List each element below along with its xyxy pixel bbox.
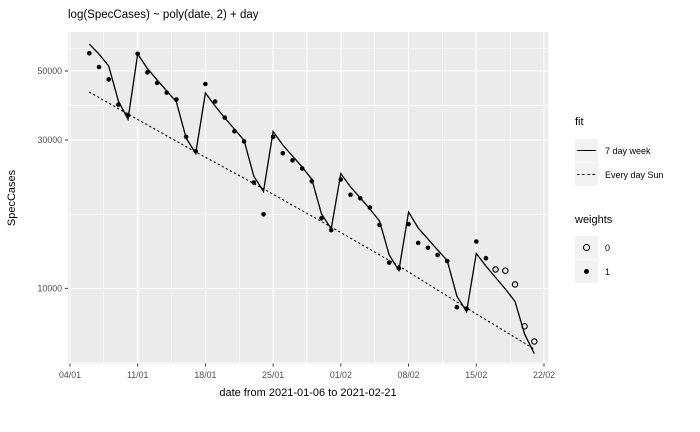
data-point-weight-1 [454, 304, 460, 310]
data-point-weight-1 [203, 81, 208, 87]
x-tick-label: 22/02 [533, 370, 555, 380]
data-point-weight-1 [425, 245, 431, 251]
data-point-weight-1 [145, 70, 150, 75]
axis-ticks [65, 70, 545, 367]
data-point-weight-1 [435, 252, 440, 258]
x-tick-label: 08/02 [398, 370, 420, 380]
data-point-weight-1 [106, 77, 111, 82]
data-point-weight-1 [444, 258, 450, 264]
data-point-weight-1 [251, 180, 257, 185]
data-point-weight-1 [280, 150, 286, 156]
dotted-line-icon [577, 173, 596, 176]
data-point-weight-0 [502, 267, 509, 274]
legend-key [575, 163, 598, 186]
data-point-weight-1 [212, 99, 218, 104]
data-point-weight-1 [261, 212, 266, 217]
legend-label: 0 [605, 242, 611, 253]
data-point-weight-1 [338, 177, 344, 182]
data-point-weight-1 [328, 227, 334, 233]
data-point-weight-1 [135, 51, 140, 57]
axis-tick-labels: 04/01 11/01 18/01 25/01 01/02 08/02 15/02 22/02… [38, 66, 556, 380]
data-point-weight-1 [290, 158, 295, 163]
solid-line-icon [577, 149, 596, 152]
data-point-weight-1 [415, 240, 421, 246]
data-point-weight-0 [531, 338, 538, 345]
legend-label: 1 [605, 266, 611, 277]
data-point-weight-1 [483, 255, 489, 261]
open-circle-icon [583, 244, 590, 251]
legend-item-7-day-week: 7 day week [575, 139, 664, 162]
data-point-weight-1 [96, 64, 102, 70]
y-tick-label: 30000 [38, 135, 63, 145]
data-point-weight-1 [164, 90, 169, 95]
legend-weights: weights 0 1 [575, 214, 612, 283]
legend-item-every-day-sun: Every day Sun [575, 163, 664, 186]
legend-key [575, 139, 598, 162]
data-point-weight-1 [386, 260, 392, 265]
legend-key [575, 236, 598, 259]
data-point-weight-1 [319, 216, 324, 221]
data-point-weight-1 [348, 192, 353, 198]
data-point-weight-0 [511, 281, 519, 288]
legend-fit-title: fit [575, 116, 584, 128]
x-tick-label: 18/01 [194, 370, 216, 380]
legend-weights-title: weights [575, 214, 613, 226]
data-point-weight-0 [492, 266, 499, 273]
legend-fit: fit 7 day week Every day Sun [575, 116, 664, 186]
data-points [87, 51, 538, 345]
data-point-weight-1 [193, 149, 198, 154]
data-point-weight-1 [406, 221, 411, 227]
data-point-weight-1 [116, 102, 121, 107]
data-point-weight-0 [521, 323, 528, 330]
data-point-weight-1 [232, 129, 237, 134]
data-point-weight-1 [309, 179, 315, 184]
x-tick-label: 04/01 [59, 370, 81, 380]
data-point-weight-1 [154, 80, 160, 86]
data-point-weight-1 [464, 306, 469, 312]
major-gridlines [68, 32, 548, 364]
data-point-weight-1 [396, 266, 402, 271]
data-point-weight-1 [299, 166, 305, 171]
x-axis-title: date from 2021-01-06 to 2021-02-21 [219, 387, 396, 399]
data-point-weight-1 [377, 222, 382, 228]
data-point-weight-1 [183, 134, 189, 140]
data-point-weight-1 [125, 112, 131, 118]
data-point-weight-1 [367, 205, 373, 210]
x-tick-label: 15/02 [465, 370, 487, 380]
legend-item-weight-1: 1 [575, 260, 612, 283]
data-point-weight-1 [87, 51, 92, 56]
plot-title: log(SpecCases) ~ poly(date, 2) + day [68, 9, 259, 21]
data-point-weight-1 [357, 195, 363, 201]
data-point-weight-1 [174, 97, 179, 102]
y-tick-label: 10000 [38, 283, 63, 293]
legend-label: 7 day week [605, 145, 651, 156]
data-point-weight-1 [222, 115, 228, 120]
legend-key [575, 260, 598, 283]
legend-label: Every day Sun [605, 169, 664, 180]
x-tick-label: 11/01 [127, 370, 148, 380]
y-axis-title: SpecCases [6, 169, 18, 226]
data-point-weight-1 [241, 139, 247, 144]
x-tick-label: 01/02 [330, 370, 352, 380]
data-point-weight-1 [270, 134, 276, 140]
filled-circle-icon [584, 269, 589, 274]
data-point-weight-1 [474, 239, 479, 244]
x-tick-label: 25/01 [262, 370, 284, 380]
y-tick-label: 50000 [38, 66, 63, 76]
legend-item-weight-0: 0 [575, 236, 612, 259]
